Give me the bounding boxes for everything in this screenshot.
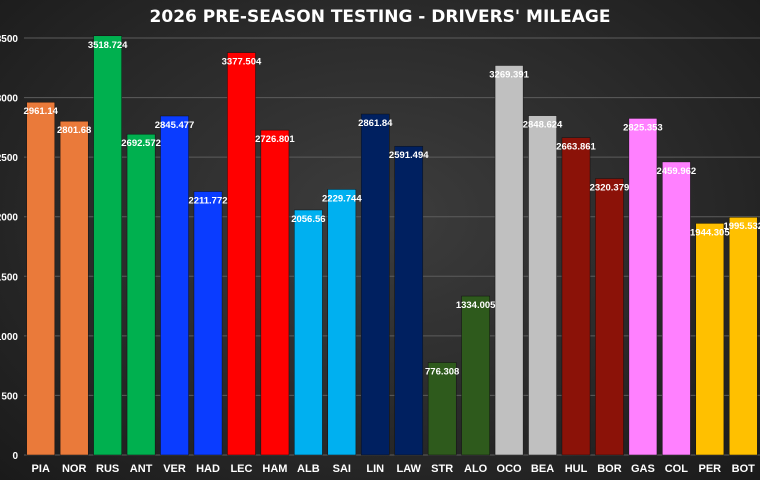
x-tick-label: COL (665, 463, 689, 475)
data-label: 2825.353 (623, 122, 663, 133)
y-tick-label: 1000 (0, 332, 18, 343)
bar-sai (327, 189, 357, 456)
data-label: 3518.724 (88, 40, 128, 51)
data-label: 2663.861 (556, 142, 596, 153)
x-tick-label: GAS (631, 463, 655, 475)
data-label: 2848.624 (523, 120, 563, 131)
bars (26, 35, 758, 456)
x-tick-label: LIN (366, 463, 384, 475)
x-tick-label: BEA (531, 463, 554, 475)
bar-ham (260, 129, 290, 456)
bar-pia (26, 101, 56, 456)
bar-law (394, 145, 424, 456)
y-tick-label: 2000 (0, 213, 18, 224)
x-tick-label: ALB (297, 463, 320, 475)
data-label: 1995.532 (723, 221, 760, 232)
data-label: 2229.744 (322, 193, 362, 204)
x-tick-label: HUL (565, 463, 588, 475)
bar-bea (528, 115, 557, 456)
data-label: 776.308 (425, 367, 459, 378)
x-tick-label: HAM (262, 463, 287, 475)
x-tick-label: PER (699, 463, 722, 475)
bar-nor (59, 120, 89, 456)
bar-lec (227, 52, 256, 456)
bar-had (193, 191, 223, 456)
x-tick-label: RUS (96, 463, 119, 475)
x-tick-label: LAW (397, 463, 422, 475)
x-tick-label: HAD (196, 463, 220, 475)
data-label: 2056.56 (291, 214, 325, 225)
data-label: 2801.68 (57, 125, 91, 136)
y-tick-label: 1500 (0, 272, 18, 283)
bar-bor (595, 178, 624, 456)
bar-hul (561, 137, 591, 456)
bar-rus (93, 35, 122, 456)
data-label: 2961.14 (24, 106, 59, 117)
bar-gas (628, 118, 658, 456)
data-label: 3269.391 (489, 69, 529, 80)
y-tick-label: 0 (12, 451, 18, 462)
data-label: 2211.772 (188, 195, 227, 206)
data-label: 2726.801 (255, 134, 295, 145)
x-tick-label: STR (431, 463, 453, 475)
data-label: 2845.477 (155, 120, 195, 131)
bar-str (427, 362, 457, 456)
data-labels: 2961.14 2801.68 3518.724 2692.572 2845.477 22… (24, 40, 760, 378)
y-tick-label: 500 (1, 391, 18, 402)
x-tick-label: BOR (597, 463, 622, 475)
data-label: 2861.84 (358, 118, 393, 129)
x-tick-label: VER (163, 463, 186, 475)
x-tick-label: LEC (230, 463, 252, 475)
bar-lin (360, 113, 390, 456)
bar-alb (294, 209, 323, 456)
data-label: 2459.962 (657, 166, 697, 177)
x-tick-label: OCO (497, 463, 523, 475)
x-tick-label: ALO (464, 463, 488, 475)
bar-bot (728, 216, 758, 456)
y-axis-ticks: 0 500 1000 1500 2000 2500 3000 3500 (0, 34, 18, 462)
data-label: 3377.504 (222, 57, 262, 68)
bar-alo (461, 295, 490, 456)
data-label: 1334.005 (456, 300, 496, 311)
chart-title: 2026 PRE-SEASON TESTING - DRIVERS' MILEA… (150, 7, 611, 27)
x-tick-label: PIA (32, 463, 50, 475)
y-tick-label: 3500 (0, 34, 18, 45)
y-tick-label: 2500 (0, 153, 18, 164)
data-label: 2591.494 (389, 150, 429, 161)
x-axis-ticks: PIA NOR RUS ANT VER HAD LEC HAM ALB SAI LIN LAW STR A… (32, 463, 756, 475)
data-label: 2692.572 (121, 138, 161, 149)
data-label: 1944.305 (690, 227, 730, 238)
bar-oco (494, 65, 524, 456)
x-tick-label: SAI (333, 463, 351, 475)
bar-per (695, 223, 725, 456)
bar-col (662, 161, 691, 456)
data-label: 2320.379 (590, 183, 630, 194)
x-tick-label: BOT (732, 463, 756, 475)
y-tick-label: 3000 (0, 94, 18, 105)
bar-ver (160, 115, 189, 456)
x-tick-label: ANT (130, 463, 153, 475)
bar-ant (126, 133, 156, 456)
x-tick-label: NOR (62, 463, 87, 475)
